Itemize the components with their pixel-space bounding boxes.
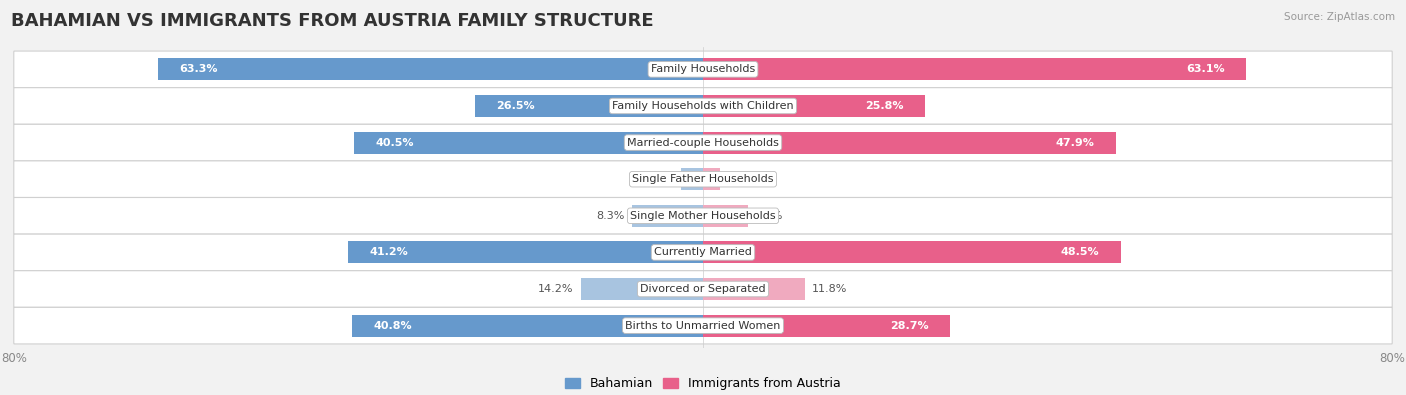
Text: 63.3%: 63.3% — [180, 64, 218, 74]
Text: 2.5%: 2.5% — [647, 174, 675, 184]
Bar — [703, 205, 748, 227]
Text: 41.2%: 41.2% — [370, 247, 409, 258]
Text: Family Households with Children: Family Households with Children — [612, 101, 794, 111]
Bar — [703, 278, 804, 300]
Bar — [703, 95, 925, 117]
FancyBboxPatch shape — [14, 88, 1392, 124]
Text: Births to Unmarried Women: Births to Unmarried Women — [626, 321, 780, 331]
Bar — [354, 132, 703, 154]
Text: 5.2%: 5.2% — [755, 211, 783, 221]
Text: Source: ZipAtlas.com: Source: ZipAtlas.com — [1284, 12, 1395, 22]
FancyBboxPatch shape — [14, 161, 1392, 198]
Text: Currently Married: Currently Married — [654, 247, 752, 258]
Text: BAHAMIAN VS IMMIGRANTS FROM AUSTRIA FAMILY STRUCTURE: BAHAMIAN VS IMMIGRANTS FROM AUSTRIA FAMI… — [11, 12, 654, 30]
Bar — [349, 241, 703, 263]
Text: 25.8%: 25.8% — [865, 101, 904, 111]
FancyBboxPatch shape — [14, 271, 1392, 307]
Text: Single Father Households: Single Father Households — [633, 174, 773, 184]
Bar — [682, 168, 703, 190]
Text: 48.5%: 48.5% — [1060, 247, 1099, 258]
Bar — [157, 58, 703, 80]
Text: 11.8%: 11.8% — [811, 284, 846, 294]
Bar — [581, 278, 703, 300]
Text: 63.1%: 63.1% — [1187, 64, 1225, 74]
Bar — [703, 315, 950, 337]
Bar — [475, 95, 703, 117]
Text: 2.0%: 2.0% — [727, 174, 755, 184]
Bar — [631, 205, 703, 227]
FancyBboxPatch shape — [14, 234, 1392, 271]
FancyBboxPatch shape — [14, 124, 1392, 161]
Text: 26.5%: 26.5% — [496, 101, 534, 111]
Bar — [703, 58, 1246, 80]
Bar — [703, 168, 720, 190]
Text: 40.5%: 40.5% — [375, 137, 415, 148]
Legend: Bahamian, Immigrants from Austria: Bahamian, Immigrants from Austria — [560, 372, 846, 395]
Text: 47.9%: 47.9% — [1054, 137, 1094, 148]
Bar — [703, 132, 1115, 154]
Text: 14.2%: 14.2% — [538, 284, 574, 294]
Text: 40.8%: 40.8% — [373, 321, 412, 331]
FancyBboxPatch shape — [14, 198, 1392, 234]
Text: Family Households: Family Households — [651, 64, 755, 74]
Text: 28.7%: 28.7% — [890, 321, 928, 331]
Text: Single Mother Households: Single Mother Households — [630, 211, 776, 221]
FancyBboxPatch shape — [14, 51, 1392, 88]
Text: Married-couple Households: Married-couple Households — [627, 137, 779, 148]
Text: 8.3%: 8.3% — [596, 211, 624, 221]
Bar — [703, 241, 1121, 263]
Bar — [352, 315, 703, 337]
Text: Divorced or Separated: Divorced or Separated — [640, 284, 766, 294]
FancyBboxPatch shape — [14, 307, 1392, 344]
